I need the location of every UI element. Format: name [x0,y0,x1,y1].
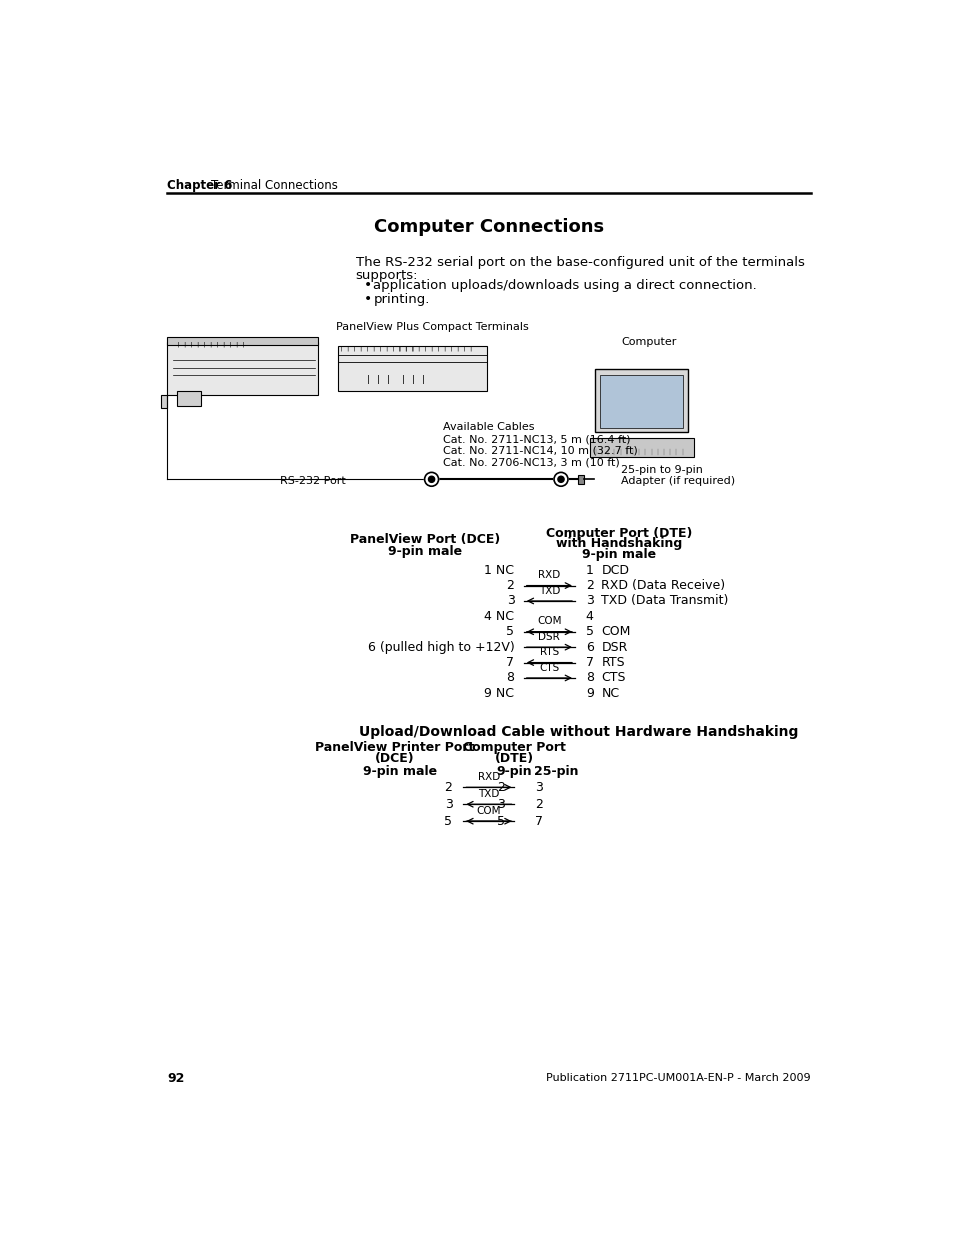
Text: (DCE): (DCE) [375,752,414,764]
Text: TXD: TXD [477,789,499,799]
Text: 7: 7 [585,656,593,669]
FancyBboxPatch shape [589,438,693,457]
FancyBboxPatch shape [599,375,682,427]
Circle shape [554,472,567,487]
Text: Adapter (if required): Adapter (if required) [620,475,735,485]
Text: 2: 2 [497,781,505,794]
Text: RXD (Data Receive): RXD (Data Receive) [600,579,724,592]
Text: Upload/Download Cable without Hardware Handshaking: Upload/Download Cable without Hardware H… [359,725,798,739]
Text: Computer: Computer [620,337,676,347]
Text: 5: 5 [444,815,452,827]
Text: Chapter 6: Chapter 6 [167,179,233,191]
Text: 2: 2 [444,781,452,794]
Text: NC: NC [600,687,618,700]
Text: Terminal Connections: Terminal Connections [211,179,337,191]
Bar [337,346,486,390]
Text: COM: COM [476,805,500,816]
Text: 3: 3 [506,594,514,608]
Text: Publication 2711PC-UM001A-EN-P - March 2009: Publication 2711PC-UM001A-EN-P - March 2… [545,1073,810,1083]
Circle shape [424,472,438,487]
Text: 9-pin: 9-pin [496,766,531,778]
Text: RTS: RTS [539,647,558,657]
FancyBboxPatch shape [595,369,687,432]
Text: DCD: DCD [600,563,629,577]
Text: 6: 6 [585,641,593,653]
Bar [167,337,318,345]
Text: RS-232 Port: RS-232 Port [279,475,345,485]
Text: PanelView Printer Port: PanelView Printer Port [314,741,474,753]
Text: Available Cables: Available Cables [443,422,534,432]
Text: Cat. No. 2711-NC13, 5 m (16.4 ft): Cat. No. 2711-NC13, 5 m (16.4 ft) [443,435,630,445]
Text: 3: 3 [535,781,542,794]
Text: 92: 92 [167,1072,185,1084]
Text: | | | | | | | | | | |: | | | | | | | | | | | [177,342,245,347]
Text: PanelView Plus Compact Terminals: PanelView Plus Compact Terminals [335,322,529,332]
Text: RXD: RXD [477,772,499,782]
Text: Cat. No. 2711-NC14, 10 m (32.7 ft): Cat. No. 2711-NC14, 10 m (32.7 ft) [443,446,638,456]
Text: 2: 2 [535,798,542,810]
Text: 3: 3 [585,594,593,608]
Text: 5: 5 [585,625,593,638]
Text: COM: COM [537,616,561,626]
Text: 9 NC: 9 NC [484,687,514,700]
Circle shape [558,477,563,483]
Text: Cat. No. 2706-NC13, 3 m (10 ft): Cat. No. 2706-NC13, 3 m (10 ft) [443,457,619,467]
Text: 7: 7 [506,656,514,669]
Text: (DTE): (DTE) [495,752,534,764]
Text: •: • [364,293,372,306]
Text: DSR: DSR [537,632,559,642]
Bar [177,390,200,406]
Text: 4: 4 [585,610,593,622]
Text: RTS: RTS [600,656,624,669]
Text: CTS: CTS [600,672,625,684]
Text: 7: 7 [535,815,543,827]
Text: application uploads/downloads using a direct connection.: application uploads/downloads using a di… [373,279,757,291]
Text: 9-pin male: 9-pin male [363,766,437,778]
Text: COM: COM [600,625,630,638]
Text: 8: 8 [506,672,514,684]
Text: | | | | | | | | | | | |: | | | | | | | | | | | | [397,346,473,351]
Text: 2: 2 [585,579,593,592]
Text: CTS: CTS [538,662,558,673]
Bar [578,474,583,484]
Text: TXD (Data Transmit): TXD (Data Transmit) [600,594,728,608]
Text: 1: 1 [585,563,593,577]
Text: with Handshaking: with Handshaking [556,537,681,551]
Text: | | |  | | |: | | | | | | [365,374,425,384]
Text: | | | | | | | | | | | |: | | | | | | | | | | | | [340,346,415,351]
Text: 25-pin to 9-pin: 25-pin to 9-pin [620,466,702,475]
Text: TXD: TXD [538,585,559,595]
Circle shape [428,477,435,483]
Text: supports:: supports: [355,269,417,282]
Text: RXD: RXD [537,571,560,580]
Text: •: • [364,278,372,293]
Bar [161,395,167,409]
Text: 5: 5 [506,625,514,638]
Text: 5: 5 [497,815,505,827]
Text: 4 NC: 4 NC [484,610,514,622]
Text: PanelView Port (DCE): PanelView Port (DCE) [350,532,500,546]
Text: DSR: DSR [600,641,627,653]
Text: printing.: printing. [373,293,430,305]
Text: Computer Port (DTE): Computer Port (DTE) [545,526,692,540]
Text: The RS-232 serial port on the base-configured unit of the terminals: The RS-232 serial port on the base-confi… [355,256,803,269]
Text: 2: 2 [506,579,514,592]
Text: Computer Connections: Computer Connections [374,217,603,236]
Text: 9-pin male: 9-pin male [388,545,462,558]
Text: Computer Port: Computer Port [462,741,565,753]
Text: 9: 9 [585,687,593,700]
Text: 9-pin male: 9-pin male [581,548,656,561]
Text: 8: 8 [585,672,593,684]
Text: 6 (pulled high to +12V): 6 (pulled high to +12V) [367,641,514,653]
Text: 3: 3 [497,798,505,810]
Text: 25-pin: 25-pin [534,766,578,778]
Text: 1 NC: 1 NC [484,563,514,577]
Bar [167,342,318,395]
Text: 3: 3 [444,798,452,810]
